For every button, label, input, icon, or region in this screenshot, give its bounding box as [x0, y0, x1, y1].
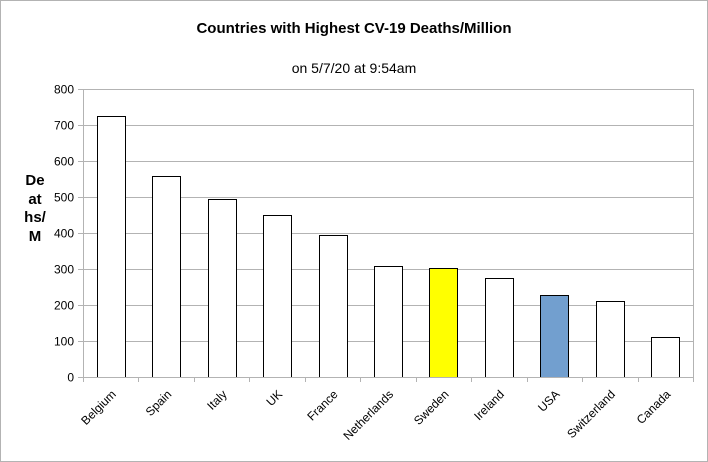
bar-belgium [97, 116, 126, 378]
x-tick-labels: Belgium Spain Italy UK France Netherlands Swed… [78, 387, 673, 443]
x-tick-label: France [304, 387, 341, 424]
x-tick-label: Spain [143, 387, 175, 419]
bar-spain [152, 176, 181, 378]
bar-italy [208, 199, 237, 378]
bars [97, 116, 680, 378]
chart-title: Countries with Highest CV-19 Deaths/Mill… [196, 20, 512, 37]
bar-sweden [429, 268, 458, 378]
chart-subtitle: on 5/7/20 at 9:54am [291, 60, 417, 76]
x-tick-label: Belgium [78, 387, 119, 428]
y-tick-label: 500 [54, 191, 74, 205]
y-tick-label: 0 [67, 371, 74, 385]
y-tick-label: 700 [54, 119, 74, 133]
x-tick-label: Netherlands [340, 387, 396, 443]
y-tick-label: 200 [54, 299, 74, 313]
x-tick-label: UK [264, 387, 286, 409]
bar-ireland [485, 278, 514, 378]
y-tick-label: 300 [54, 263, 74, 277]
y-tick-label: 800 [54, 83, 74, 97]
x-tick-label: Italy [204, 387, 229, 412]
bar-uk [263, 215, 292, 378]
bar-usa [540, 295, 569, 378]
x-tick-label: Switzerland [564, 387, 618, 441]
bar-canada [651, 337, 680, 378]
y-tick-label: 600 [54, 155, 74, 169]
x-tick-label: USA [535, 387, 562, 414]
x-tick-label: Ireland [471, 387, 507, 423]
bar-switzerland [596, 301, 625, 378]
x-tick-label: Canada [634, 387, 674, 427]
x-tick-label: Sweden [411, 387, 452, 428]
y-tick-labels: 0 100 200 300 400 500 600 700 800 [54, 83, 74, 385]
y-tick-label: 400 [54, 227, 74, 241]
y-axis-label: Deaths/M [24, 172, 46, 245]
bar-france [319, 235, 348, 378]
bar-netherlands [374, 266, 403, 378]
y-tick-label: 100 [54, 335, 74, 349]
axes [78, 89, 694, 382]
